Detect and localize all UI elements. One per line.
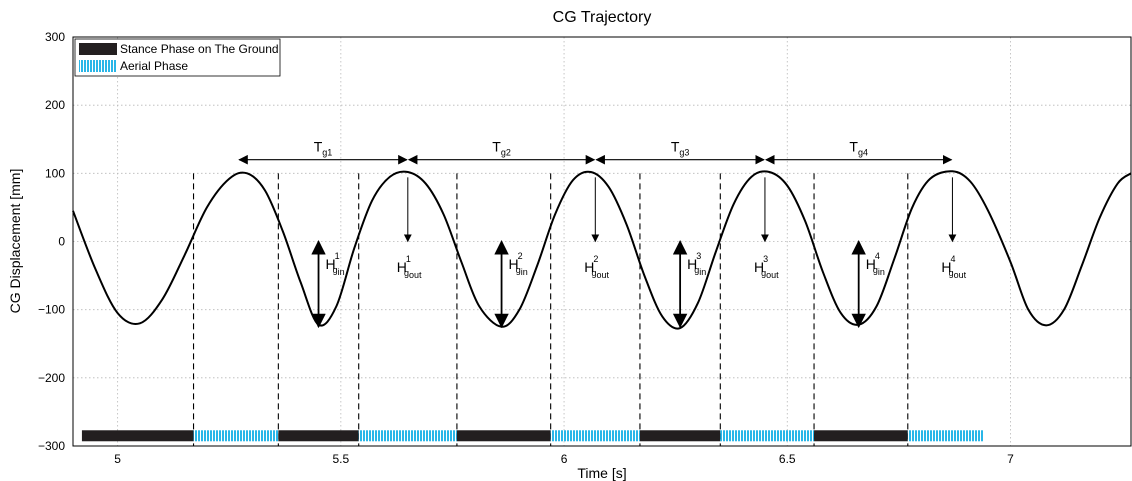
y-tick-label: 300 <box>45 30 65 44</box>
legend-swatch-aerial <box>79 60 117 72</box>
aerial-phase-segment <box>720 430 815 442</box>
height-in-label: H1 gin <box>326 251 345 277</box>
y-tick-label: −300 <box>38 439 65 453</box>
x-tick-label: 5 <box>114 452 121 466</box>
phase-boundary-lines <box>192 173 909 446</box>
chart-title: CG Trajectory <box>553 9 652 26</box>
height-in-label: H4 gin <box>866 251 885 277</box>
legend-swatch-stance <box>79 43 117 55</box>
stance-phase-segment <box>456 430 551 442</box>
cg-trajectory-line <box>72 170 1132 330</box>
aerial-phase-segment <box>193 430 279 442</box>
y-tick-label: 200 <box>45 98 65 112</box>
series-group <box>72 170 1132 330</box>
y-tick-labels: −300 −200 −100 0 100 200 300 <box>38 30 65 453</box>
grid-lines <box>73 36 1131 447</box>
x-tick-labels: 5 5.5 6 6.5 7 <box>114 452 1014 466</box>
plot-frame <box>72 36 1132 447</box>
y-tick-label: −200 <box>38 371 65 385</box>
x-tick-label: 7 <box>1007 452 1014 466</box>
height-out-label: H3 gout <box>754 254 779 280</box>
stance-phase-segment <box>278 430 359 442</box>
stance-phase-segment <box>639 430 721 442</box>
x-tick-label: 5.5 <box>333 452 350 466</box>
aerial-phase-segment <box>907 430 984 442</box>
period-label: Tg3 <box>671 139 690 158</box>
aerial-phase-segment <box>358 430 457 442</box>
aerial-phase-segment <box>550 430 640 442</box>
period-label: Tg2 <box>492 139 511 158</box>
legend: Stance Phase on The Ground Aerial Phase <box>74 38 281 77</box>
height-in-label: H2 gin <box>509 251 528 277</box>
x-tick-label: 6 <box>561 452 568 466</box>
annotations-group: Tg1 Tg2 Tg3 Tg4 H1 gin H2 gin H3 gin H4 gin H1 gout H2… <box>238 139 967 329</box>
y-tick-label: 100 <box>45 166 65 180</box>
x-axis-label: Time [s] <box>577 465 626 481</box>
legend-label-aerial: Aerial Phase <box>120 59 188 73</box>
y-tick-label: 0 <box>58 235 65 249</box>
period-label: Tg1 <box>314 139 333 158</box>
x-tick-label: 6.5 <box>779 452 796 466</box>
height-out-label: H1 gout <box>397 254 422 280</box>
height-out-label: H2 gout <box>584 254 609 280</box>
phase-bar <box>81 430 984 442</box>
y-tick-label: −100 <box>38 303 65 317</box>
height-in-label: H3 gin <box>687 251 706 277</box>
stance-phase-segment <box>814 430 908 442</box>
legend-label-stance: Stance Phase on The Ground <box>120 42 279 56</box>
y-axis-label: CG Displacement [mm] <box>7 169 23 314</box>
period-label: Tg4 <box>849 139 868 158</box>
height-out-label: H4 gout <box>941 254 966 280</box>
stance-phase-segment <box>81 430 194 442</box>
